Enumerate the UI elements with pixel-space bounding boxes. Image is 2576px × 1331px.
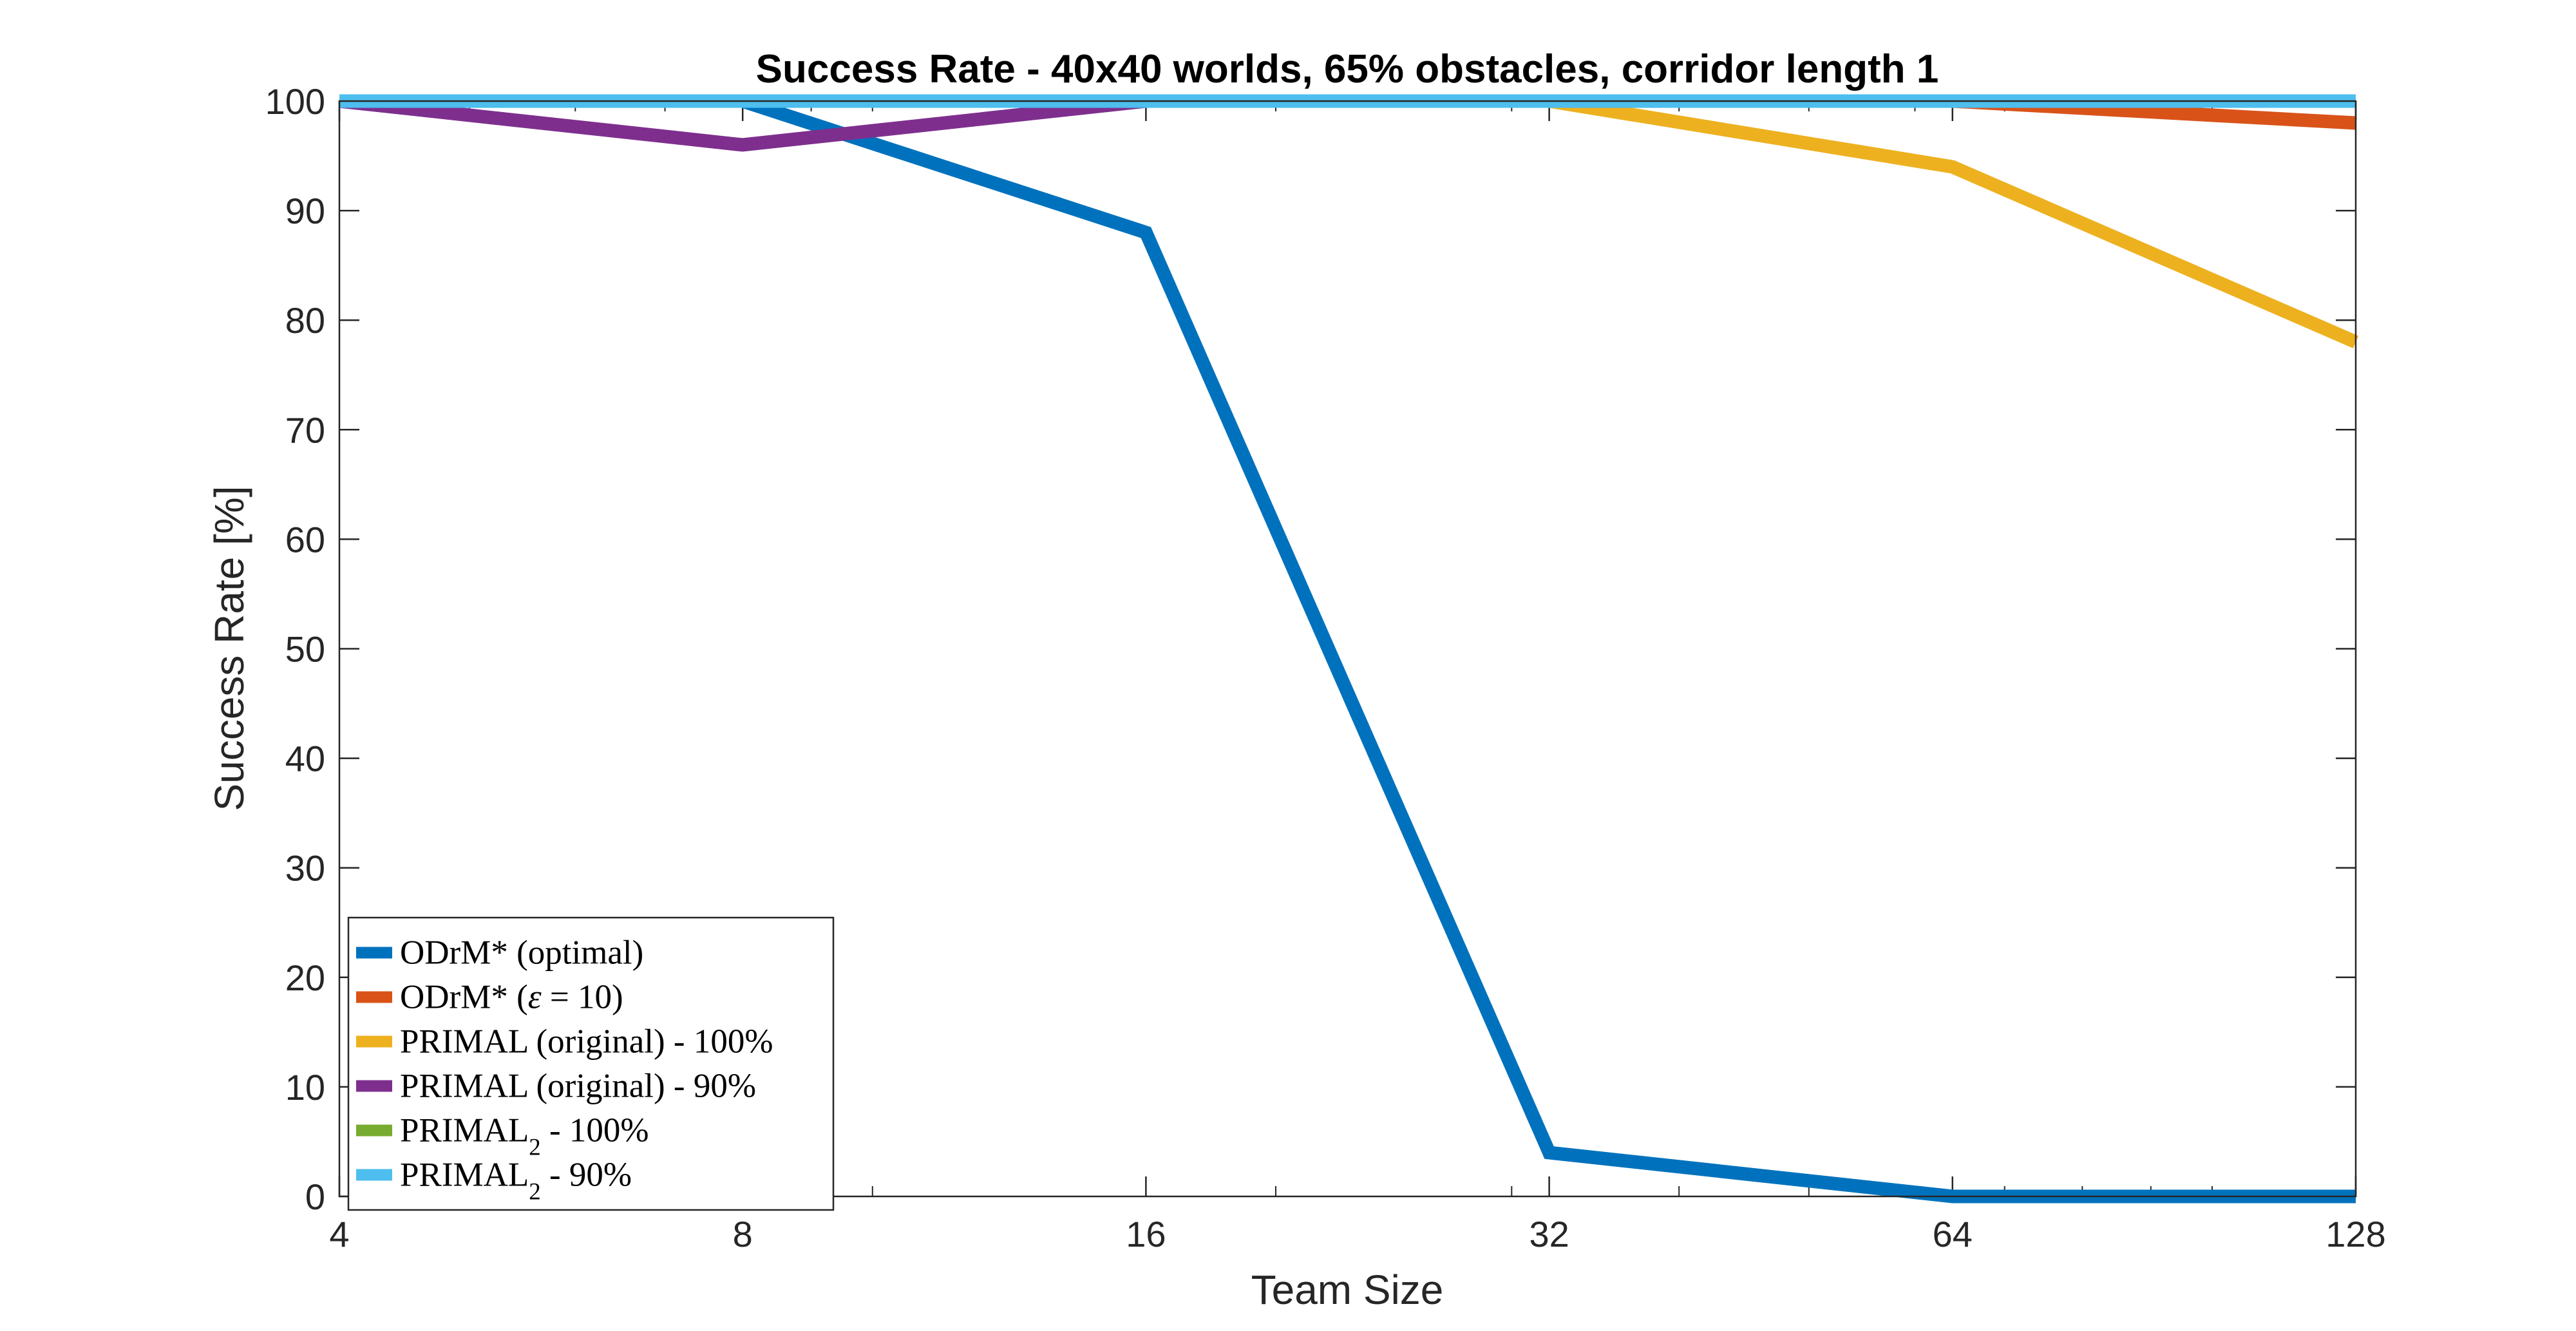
- legend-entry-label: ODrM* (ε = 10): [400, 979, 623, 1016]
- x-tick-label: 64: [1933, 1214, 1973, 1254]
- x-tick-label: 32: [1529, 1214, 1569, 1254]
- x-tick-label: 4: [329, 1214, 349, 1254]
- y-tick-label: 50: [285, 629, 325, 670]
- legend-entry-label: PRIMAL2 - 100%: [400, 1112, 649, 1161]
- x-tick-label: 8: [733, 1214, 753, 1254]
- legend-entry-label: PRIMAL2 - 90%: [400, 1156, 632, 1205]
- y-tick-label: 80: [285, 300, 325, 341]
- plot-frame: [338, 100, 2357, 1198]
- y-axis-label: Success Rate [%]: [206, 486, 252, 811]
- y-tick-label: 20: [285, 958, 325, 998]
- y-tick-label: 30: [285, 848, 325, 889]
- legend-entry-label: PRIMAL (original) - 90%: [400, 1068, 756, 1105]
- y-tick-label: 0: [305, 1176, 325, 1217]
- y-tick-label: 70: [285, 410, 325, 450]
- x-tick-label: 16: [1126, 1214, 1166, 1254]
- x-tick-label: 128: [2325, 1214, 2385, 1254]
- legend-entry-label: PRIMAL (original) - 100%: [400, 1023, 773, 1061]
- y-tick-label: 40: [285, 739, 325, 779]
- y-tick-label: 10: [285, 1067, 325, 1108]
- chart-title: Success Rate - 40x40 worlds, 65% obstacl…: [756, 47, 1939, 91]
- y-tick-label: 60: [285, 519, 325, 560]
- legend-entry-label: ODrM* (optimal): [400, 934, 643, 972]
- y-tick-label: 100: [265, 81, 325, 122]
- legend-box: [347, 916, 835, 1211]
- x-axis-label: Team Size: [1251, 1267, 1444, 1313]
- legend: ODrM* (optimal) ODrM* (ε = 10) PRIMAL (ori…: [347, 916, 835, 1211]
- axis-ticks: 0 10 20 30 40 50 60 70 80 90 100 4 8 16 32 64 128: [265, 81, 2386, 1254]
- y-tick-label: 90: [285, 191, 325, 231]
